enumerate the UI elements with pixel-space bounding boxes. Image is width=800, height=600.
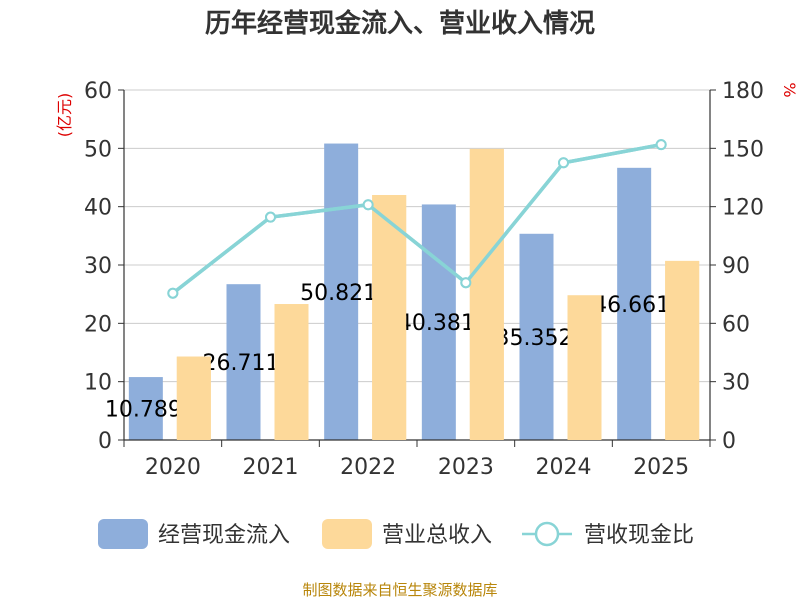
right-tick-label: 0 [722, 429, 736, 454]
left-axis-unit: (亿元) [55, 93, 74, 138]
legend[interactable]: 经营现金流入 营业总收入 营收现金比 [98, 519, 694, 549]
data-labels: 10.789 26.711 50.821 40.381 35.352 46.661 [105, 140, 699, 440]
chart-title: 历年经营现金流入、营业收入情况 [205, 8, 595, 39]
ratio-polyline [173, 145, 661, 294]
bar-value-label: 40.381 [398, 311, 475, 336]
bar-overlay-营业总收入 [568, 295, 602, 440]
legend-item[interactable]: 营收现金比 [522, 523, 694, 548]
right-tick-label: 150 [722, 137, 764, 162]
left-tick-label: 20 [84, 312, 112, 337]
left-tick-label: 30 [84, 254, 112, 279]
ratio-point-top [266, 213, 275, 222]
bar-overlay-营业总收入 [275, 304, 309, 440]
x-tick-label: 2023 [438, 455, 494, 480]
legend-swatch [98, 519, 148, 549]
bar-value-label: 46.661 [593, 293, 670, 318]
right-axis-unit: % [780, 82, 799, 97]
right-tick-label: 180 [722, 79, 764, 104]
x-tick-label: 2021 [243, 455, 299, 480]
bar-value-label: 26.711 [203, 351, 280, 376]
x-tick-label: 2020 [145, 455, 201, 480]
bar-overlay-营业总收入 [470, 149, 504, 440]
x-tick-label: 2024 [536, 455, 592, 480]
ratio-point-top [168, 289, 177, 298]
ratio-line [168, 140, 665, 298]
left-tick-label: 60 [84, 79, 112, 104]
left-tick-label: 10 [84, 371, 112, 396]
x-tick-label: 2022 [340, 455, 396, 480]
x-tick-label: 2025 [633, 455, 689, 480]
legend-item[interactable]: 经营现金流入 [98, 519, 290, 549]
legend-swatch [322, 519, 372, 549]
bar-overlay-营业总收入 [665, 261, 699, 440]
legend-label: 经营现金流入 [158, 523, 290, 548]
right-tick-label: 120 [722, 196, 764, 221]
left-tick-label: 40 [84, 196, 112, 221]
bars [129, 144, 699, 440]
ratio-point-top [461, 278, 470, 287]
bar-value-label: 10.789 [105, 398, 182, 423]
right-tick-label: 60 [722, 312, 750, 337]
left-tick-label: 50 [84, 137, 112, 162]
bar-value-label: 35.352 [496, 326, 573, 351]
legend-label: 营收现金比 [584, 523, 694, 548]
legend-marker [536, 523, 558, 545]
ratio-point-top [559, 158, 568, 167]
ratio-point-top [657, 140, 666, 149]
legend-label: 营业总收入 [382, 523, 492, 548]
bar-value-label: 50.821 [300, 281, 377, 306]
bar-overlay-营业总收入 [177, 357, 211, 440]
ratio-point-top [364, 200, 373, 209]
right-tick-label: 90 [722, 254, 750, 279]
legend-item[interactable]: 营业总收入 [322, 519, 492, 549]
right-tick-label: 30 [722, 371, 750, 396]
ratio-polyline-top [173, 145, 661, 294]
left-tick-label: 0 [98, 429, 112, 454]
source-note: 制图数据来自恒生聚源数据库 [302, 581, 497, 599]
